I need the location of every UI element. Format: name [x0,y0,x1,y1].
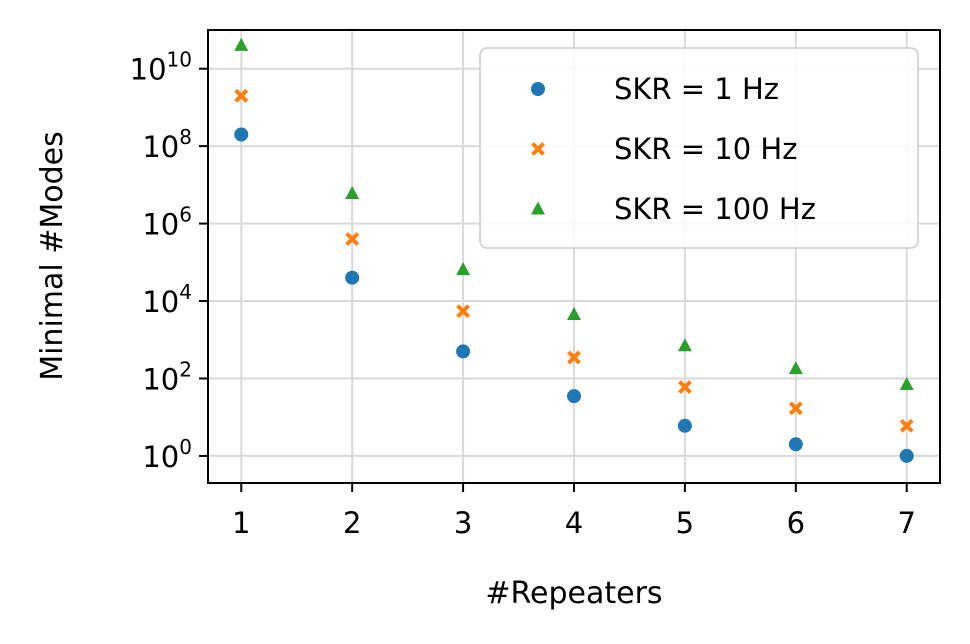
data-point [567,306,581,320]
data-point [788,437,803,452]
legend-label: SKR = 10 Hz [614,132,797,166]
x-tick-label: 5 [676,506,694,540]
legend-label: SKR = 1 Hz [614,72,779,106]
x-tick-label: 1 [232,506,250,540]
x-axis-label: #Repeaters [485,576,662,611]
data-point [567,389,581,404]
data-point [899,448,914,463]
data-point [234,37,249,51]
data-point [567,350,581,365]
y-axis: 100 102 104 106 108 1010 [130,48,208,474]
data-point [456,344,471,359]
data-point [677,380,692,394]
y-tick-label: 106 [142,203,192,242]
x-tick-label: 7 [898,506,916,540]
y-tick-label: 108 [142,125,192,164]
legend-marker [531,142,545,156]
legend-marker [531,201,545,215]
data-point [788,401,803,416]
x-axis: 1 2 3 4 5 6 7 [232,483,916,540]
data-point [788,361,803,375]
x-tick-label: 4 [565,506,583,540]
y-tick-label: 100 [142,435,192,474]
x-tick-label: 6 [787,506,805,540]
data-point [345,270,360,285]
y-tick-label: 1010 [130,48,192,87]
legend-marker [531,82,545,96]
data-point [234,127,249,142]
data-point [899,418,914,433]
data-point [677,338,692,352]
data-point [456,262,471,276]
y-tick-label: 102 [142,357,192,396]
x-tick-label: 3 [454,506,472,540]
y-axis-label: Minimal #Modes [35,131,70,381]
data-point [677,418,692,433]
legend: SKR = 1 Hz SKR = 10 Hz SKR = 100 Hz [479,47,919,249]
data-point [234,88,249,103]
data-point [899,376,914,390]
legend-box [479,47,919,249]
data-point [456,304,471,319]
y-tick-label: 104 [142,280,192,319]
data-marks [234,37,914,463]
data-point [345,232,360,246]
data-point [345,185,360,199]
legend-label: SKR = 100 Hz [614,192,816,226]
x-tick-label: 2 [343,506,361,540]
